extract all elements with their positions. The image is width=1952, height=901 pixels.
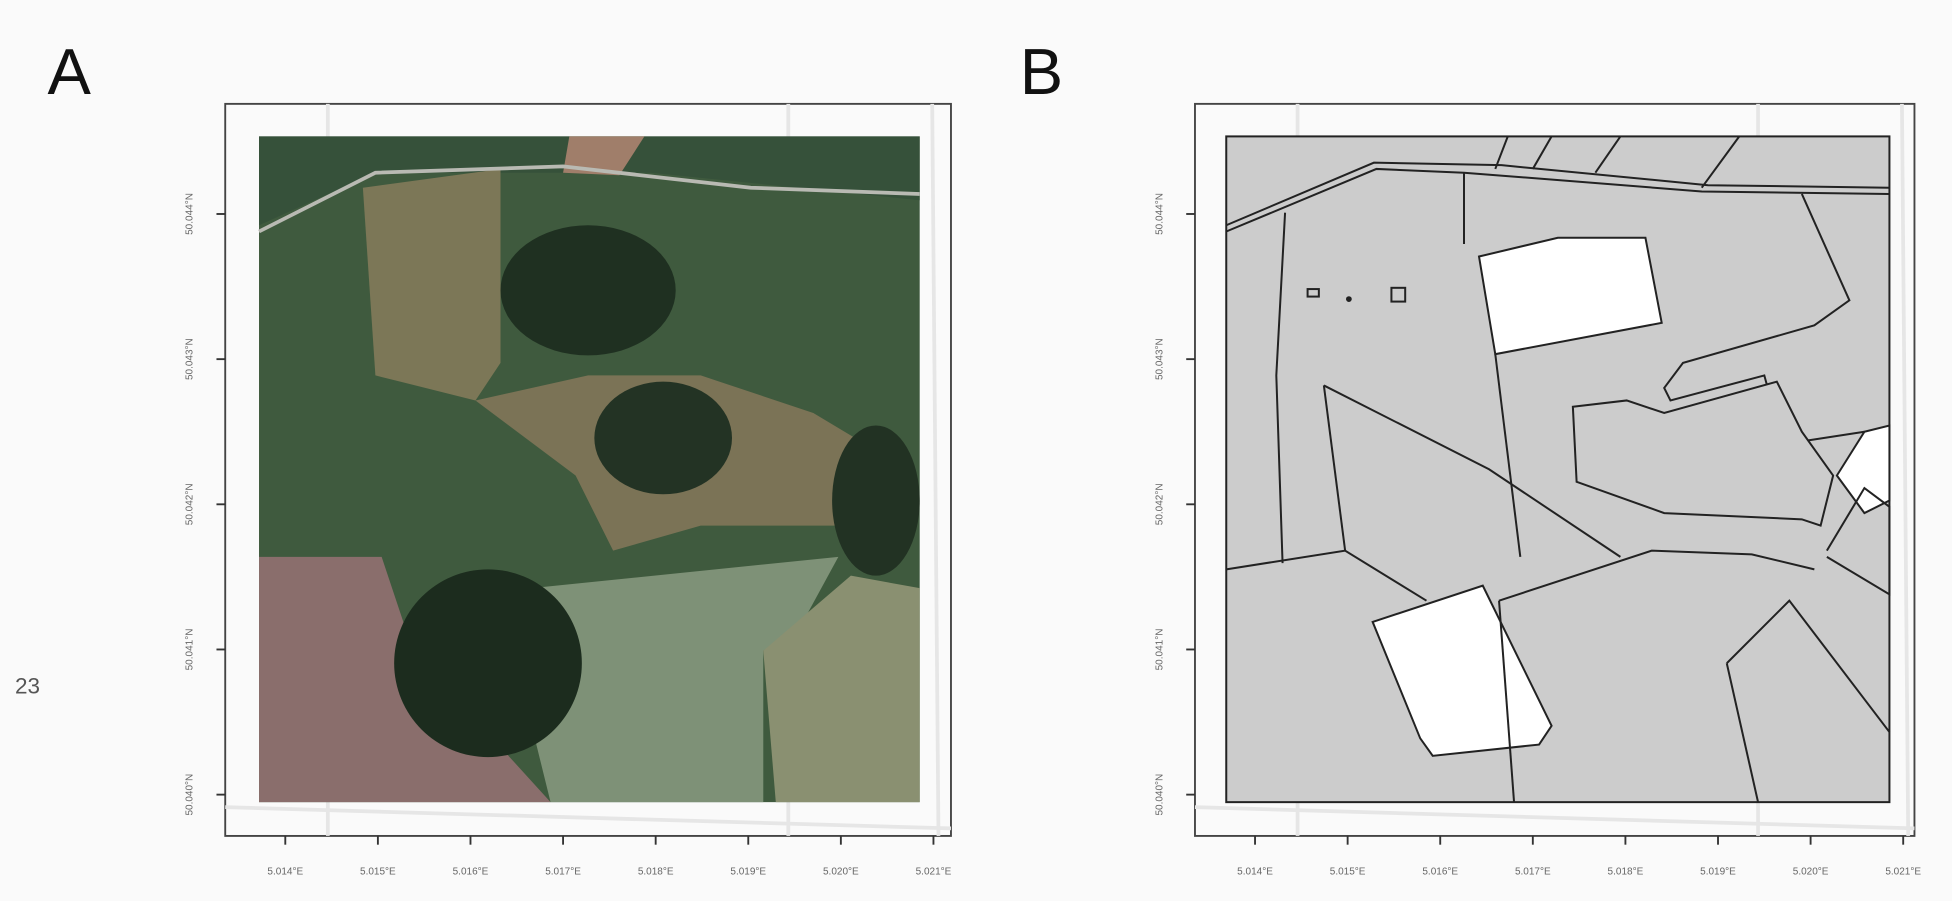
forest [832, 425, 920, 575]
y-tick-label: 50.042°N [185, 483, 196, 525]
y-tick-label: 50.043°N [185, 338, 196, 380]
x-tick-label: 5.014°E [1237, 867, 1273, 878]
field [363, 169, 501, 401]
x-tick-label: 5.017°E [1515, 867, 1551, 878]
x-tick-label: 5.018°E [638, 867, 674, 878]
y-tick-label: 50.044°N [185, 193, 196, 235]
x-tick-label: 5.016°E [1422, 867, 1458, 878]
panel-letter: B [1020, 35, 1063, 108]
forest [501, 225, 676, 355]
y-tick-label: 50.042°N [1154, 483, 1165, 525]
x-tick-label: 5.018°E [1608, 867, 1644, 878]
y-tick-label: 50.040°N [1154, 774, 1165, 816]
x-tick-label: 5.015°E [360, 867, 396, 878]
x-tick-label: 5.020°E [823, 867, 859, 878]
panel-a [225, 104, 951, 836]
x-tick-label: 5.016°E [453, 867, 489, 878]
y-tick-label: 50.041°N [1154, 629, 1165, 671]
x-tick-label: 5.021°E [916, 867, 952, 878]
panel-letter: A [48, 35, 92, 108]
y-tick-label: 50.044°N [1154, 193, 1165, 235]
y-tick-label: 50.041°N [185, 629, 196, 671]
x-tick-label: 5.019°E [730, 867, 766, 878]
page: 23 A B [0, 0, 1952, 901]
x-tick-label: 5.021°E [1885, 867, 1921, 878]
x-tick-label: 5.014°E [267, 867, 303, 878]
x-tick-label: 5.017°E [545, 867, 581, 878]
page-number: 23 [15, 673, 40, 698]
figure: 23 A B [0, 0, 1952, 901]
forest [594, 382, 732, 495]
x-tick-label: 5.019°E [1700, 867, 1736, 878]
forest [394, 569, 582, 757]
x-tick-label: 5.015°E [1330, 867, 1366, 878]
x-tick-label: 5.020°E [1793, 867, 1829, 878]
y-tick-label: 50.040°N [185, 774, 196, 816]
panel-b [1195, 104, 1914, 836]
y-tick-label: 50.043°N [1154, 338, 1165, 380]
parcels [1226, 136, 1889, 802]
